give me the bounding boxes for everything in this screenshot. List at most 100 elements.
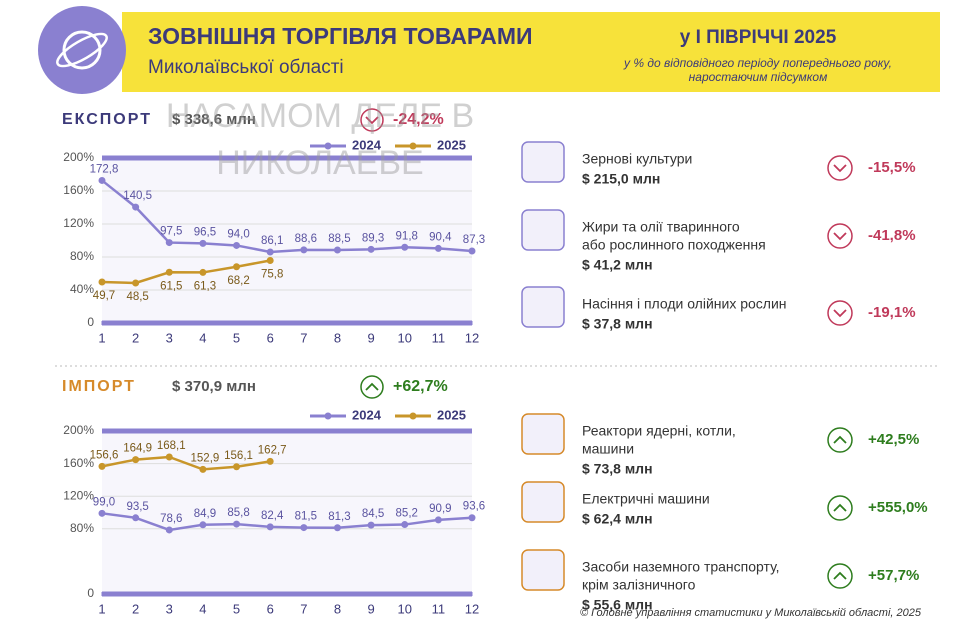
value-label: 82,4 <box>261 510 284 522</box>
value-label: 94,0 <box>227 228 249 240</box>
point <box>468 514 476 522</box>
value-label: 99,0 <box>93 496 115 508</box>
value-label: 88,6 <box>295 233 317 245</box>
watermark: НИКОЛАЕВЕ <box>216 144 424 182</box>
value-label: 87,3 <box>463 234 485 246</box>
item-name: машини <box>582 441 634 457</box>
section-title: ІМПОРТ <box>62 378 136 395</box>
item-name: або рослинного походження <box>582 237 766 253</box>
change-chevron <box>833 309 847 318</box>
value-label: 156,1 <box>224 450 253 462</box>
point <box>233 520 241 528</box>
item-name: Зернові культури <box>582 151 692 167</box>
value-label: 172,8 <box>90 163 119 175</box>
item-name: Електричні машини <box>582 491 710 507</box>
y-tick-label: 160% <box>63 183 94 197</box>
point <box>199 465 207 473</box>
y-tick-label: 120% <box>63 216 94 230</box>
watermark: НАСАМОМ ДЕЛЕ В <box>166 97 474 135</box>
value-label: 84,9 <box>194 508 216 520</box>
section-total: $ 338,6 млн <box>172 111 256 128</box>
x-tick-label: 3 <box>166 601 173 616</box>
value-label: 97,5 <box>160 226 182 238</box>
note: наростаючим підсумком <box>689 70 828 84</box>
point <box>434 244 442 252</box>
value-label: 164,9 <box>123 443 152 455</box>
item-icon <box>521 141 565 183</box>
point <box>199 239 207 247</box>
value-label: 68,2 <box>227 275 249 287</box>
item-name: крім залізничного <box>582 577 696 593</box>
x-tick-label: 9 <box>367 330 374 345</box>
series-line <box>101 259 271 285</box>
y-tick-label: 0 <box>87 315 94 329</box>
item-change: -15,5% <box>868 159 916 176</box>
change-icon <box>827 563 853 589</box>
item-change: +42,5% <box>868 431 919 448</box>
plot-area <box>102 158 472 323</box>
y-tick-label: 40% <box>70 282 94 296</box>
legend-dot <box>409 142 417 150</box>
point <box>266 248 274 256</box>
legend-label: 2024 <box>352 407 382 422</box>
item-icon <box>521 413 565 455</box>
x-tick-label: 8 <box>334 330 341 345</box>
x-tick-label: 5 <box>233 601 240 616</box>
y-tick-label: 120% <box>63 488 94 502</box>
value-label: 96,5 <box>194 226 216 238</box>
logo-orbit <box>56 32 108 68</box>
x-tick-label: 2 <box>132 330 139 345</box>
point <box>233 463 241 471</box>
item-change: +555,0% <box>868 499 928 516</box>
x-tick-label: 10 <box>397 330 411 345</box>
legend-dot <box>409 412 417 420</box>
point <box>165 526 173 534</box>
section-change: +62,7% <box>393 378 448 395</box>
x-tick-label: 4 <box>199 601 206 616</box>
value-label: 61,5 <box>160 280 182 292</box>
x-tick-label: 6 <box>267 330 274 345</box>
change-chevron <box>833 232 847 241</box>
item-value: $ 215,0 млн <box>582 171 660 187</box>
point <box>266 457 274 465</box>
point <box>199 268 207 276</box>
x-tick-label: 12 <box>465 601 479 616</box>
item-name: Реактори ядерні, котли, <box>582 423 736 439</box>
x-tick-label: 1 <box>98 330 105 345</box>
change-icon <box>827 223 853 249</box>
value-label: 81,5 <box>295 511 317 523</box>
change-icon <box>360 375 384 399</box>
value-label: 91,8 <box>396 230 418 242</box>
value-label: 61,3 <box>194 280 216 292</box>
point <box>132 456 140 464</box>
point <box>165 453 173 461</box>
item-name: Насіння і плоди олійних рослин <box>582 296 787 312</box>
point <box>98 509 106 517</box>
item-value: $ 41,2 млн <box>582 257 653 273</box>
legend-label: 2025 <box>437 407 466 422</box>
value-label: 152,9 <box>191 452 220 464</box>
x-tick-label: 11 <box>432 601 446 616</box>
change-icon <box>827 300 853 326</box>
change-chevron <box>365 116 379 125</box>
item-value: $ 55,6 млн <box>582 597 653 613</box>
item-change: -41,8% <box>868 227 916 244</box>
point <box>98 278 106 286</box>
value-label: 81,3 <box>328 511 350 523</box>
y-tick-label: 80% <box>70 521 94 535</box>
point <box>300 246 308 254</box>
point <box>367 521 375 529</box>
change-chevron <box>833 503 847 512</box>
logo-globe <box>62 30 102 70</box>
point <box>333 524 341 532</box>
change-icon <box>827 155 853 181</box>
item-value: $ 62,4 млн <box>582 511 653 527</box>
value-label: 140,5 <box>123 190 152 202</box>
point <box>468 247 476 255</box>
section-title: ЕКСПОРТ <box>62 111 152 128</box>
item-name: Засоби наземного транспорту, <box>582 559 780 575</box>
x-tick-label: 4 <box>199 330 206 345</box>
series-line <box>101 179 473 254</box>
point <box>98 176 106 184</box>
